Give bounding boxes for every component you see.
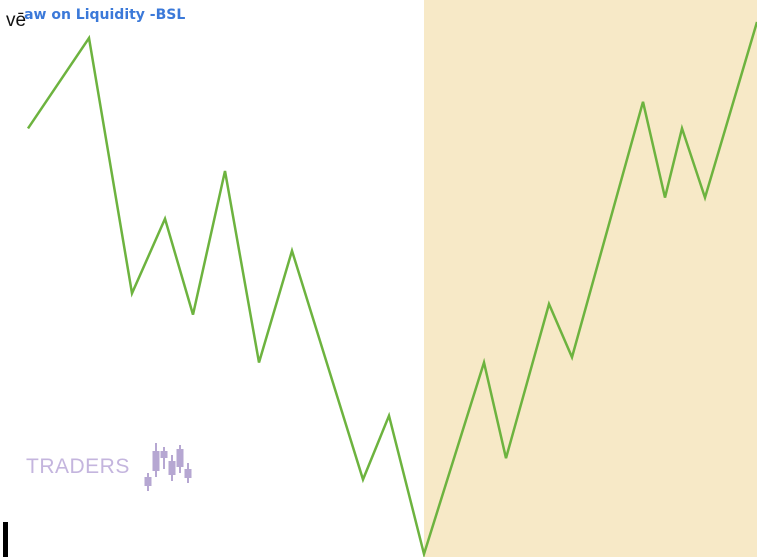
candle-body [176, 449, 184, 467]
candle-body [160, 451, 168, 458]
candlestick-logo-icon [144, 443, 192, 491]
text-cursor-bar [3, 522, 8, 557]
title-text: aw on Liquidity -BSL [24, 7, 186, 23]
traders-watermark: TRADERS [26, 441, 204, 493]
candle-body [152, 451, 160, 471]
candle-body [168, 461, 176, 475]
chart-title: vēaw on Liquidity -BSL [6, 7, 186, 32]
watermark-text: TRADERS [26, 455, 130, 478]
title-prefix: vē [6, 10, 27, 31]
price-line [26, 21, 757, 557]
liquidity-highlight-zone [424, 0, 757, 557]
candle-body [144, 477, 152, 486]
candle-body [184, 469, 192, 478]
